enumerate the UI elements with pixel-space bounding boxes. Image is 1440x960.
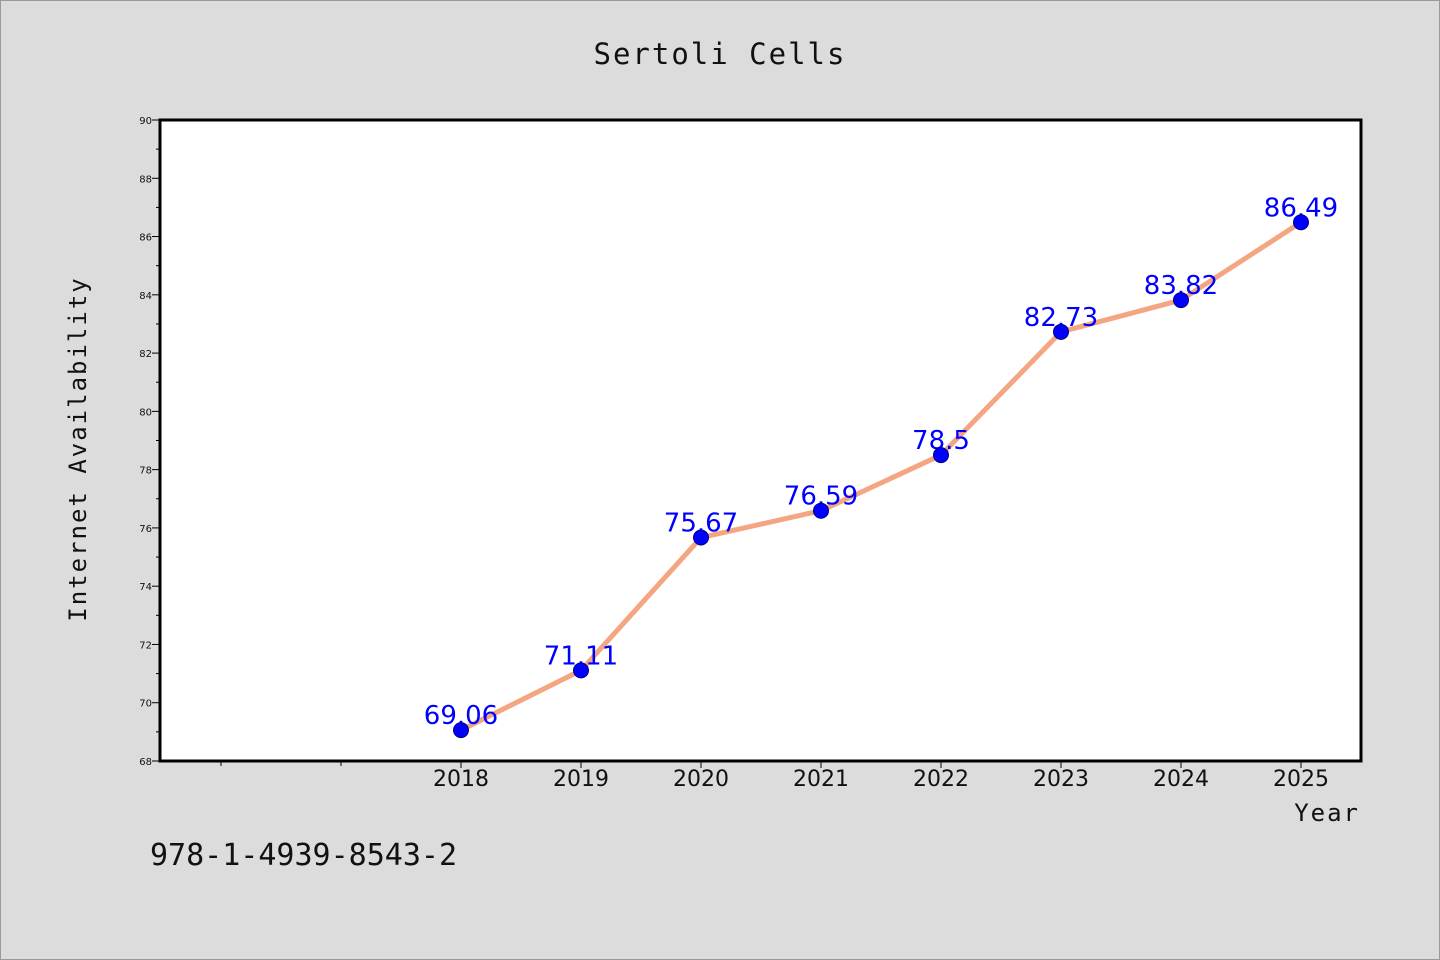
y-tick-label: 76 — [139, 524, 152, 535]
plot-area — [158, 118, 1363, 763]
x-axis: 2018 2019 2020 2021 2022 2023 2024 2025 — [220, 761, 1329, 792]
data-point — [933, 447, 949, 464]
y-tick-label: 86 — [139, 233, 152, 244]
y-tick-label: 84 — [139, 291, 152, 302]
x-tick-label: 2020 — [673, 767, 729, 792]
y-tick-label: 74 — [139, 582, 152, 593]
y-axis-label: Internet Availability — [64, 276, 92, 621]
data-point — [1173, 292, 1189, 309]
y-tick-label: 68 — [139, 757, 152, 768]
x-tick-label: 2024 — [1153, 767, 1209, 792]
y-tick-label: 72 — [139, 640, 152, 651]
y-tick-label: 78 — [139, 466, 152, 477]
data-point — [813, 502, 829, 519]
data-point — [693, 529, 709, 546]
y-tick-label: 80 — [139, 407, 152, 418]
y-tick-label: 82 — [139, 349, 152, 360]
data-point — [573, 662, 589, 679]
data-point — [1053, 323, 1069, 340]
x-tick-label: 2019 — [553, 767, 609, 792]
x-tick-label: 2018 — [433, 767, 489, 792]
chart-title: Sertoli Cells — [594, 37, 847, 71]
y-axis: 68 70 72 74 76 78 80 82 84 86 88 90 — [139, 116, 160, 768]
data-point — [1293, 214, 1309, 231]
y-tick-label: 90 — [139, 116, 152, 127]
x-tick-label: 2021 — [793, 767, 849, 792]
x-tick-label: 2023 — [1033, 767, 1089, 792]
data-point — [453, 722, 469, 739]
x-axis-label: Year — [1294, 799, 1360, 827]
footnote-isbn: 978-1-4939-8543-2 — [150, 838, 457, 873]
x-tick-label: 2022 — [913, 767, 969, 792]
x-tick-label: 2025 — [1273, 767, 1329, 792]
y-tick-label: 70 — [139, 699, 152, 710]
series-line — [458, 219, 1304, 733]
y-tick-label: 88 — [139, 174, 152, 185]
